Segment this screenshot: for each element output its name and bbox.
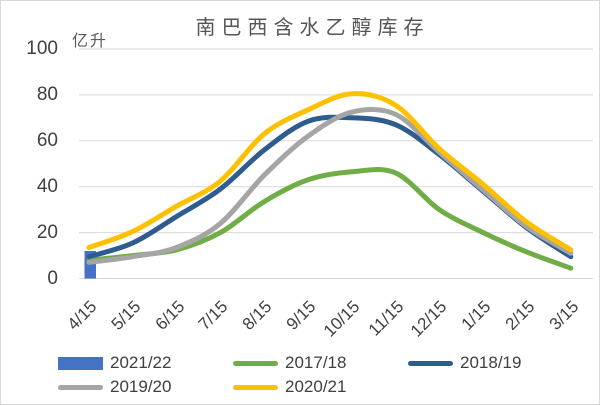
y-tick-label: 20 — [36, 221, 58, 243]
y-tick-label: 80 — [36, 83, 58, 105]
line-2020/21 — [86, 91, 574, 253]
legend-marker-line — [58, 384, 103, 390]
y-tick-label: 0 — [47, 267, 58, 289]
legend-item-2020-21: 2020/21 — [233, 377, 346, 397]
y-tick-label: 100 — [26, 38, 58, 59]
legend-marker-line — [233, 384, 278, 390]
legend-item-2018-19: 2018/19 — [408, 353, 521, 373]
legend-marker-bar — [58, 356, 103, 370]
chart-title: 南巴西含水乙醇库存 — [195, 17, 430, 39]
y-tick-label: 40 — [36, 175, 58, 197]
legend-item-2021-22: 2021/22 — [58, 353, 171, 373]
legend-marker-line — [408, 360, 453, 366]
y-axis-unit-label: 亿升 — [72, 33, 109, 50]
legend-label: 2017/18 — [285, 353, 347, 372]
legend-label: 2020/21 — [285, 377, 347, 396]
legend-item-2017-18: 2017/18 — [233, 353, 346, 373]
legend-label: 2021/22 — [110, 353, 172, 372]
legend-item-2019-20: 2019/20 — [58, 377, 171, 397]
legend-label: 2018/19 — [460, 353, 522, 372]
legend-label: 2019/20 — [110, 377, 172, 396]
line-2019/20 — [86, 106, 574, 265]
legend-marker-line — [233, 360, 278, 366]
y-tick-label: 60 — [36, 129, 58, 151]
